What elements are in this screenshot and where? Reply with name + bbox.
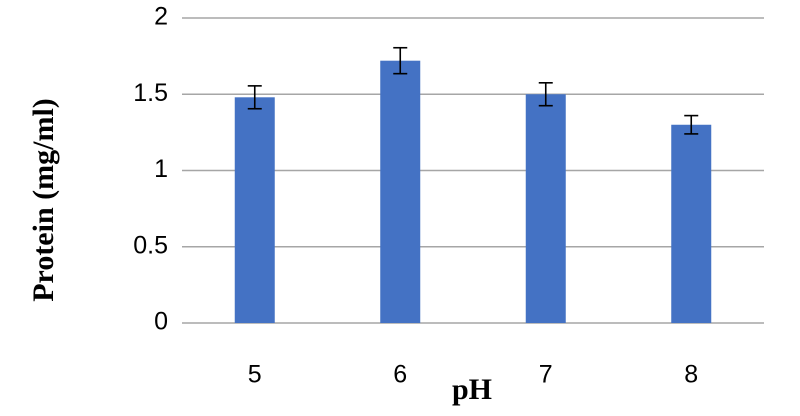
- y-tick-label: 1: [154, 155, 168, 183]
- bar: [671, 124, 712, 323]
- error-bar: [247, 85, 262, 110]
- x-tick-label: 6: [393, 361, 407, 389]
- error-bar: [393, 46, 408, 75]
- error-bar: [538, 82, 553, 107]
- y-tick-label: 1.5: [133, 79, 168, 107]
- error-bar: [684, 114, 699, 135]
- y-axis-title: Protein (mg/ml): [27, 98, 60, 302]
- x-axis-title: pH: [452, 373, 492, 406]
- y-tick-label: 0.5: [133, 231, 168, 259]
- x-tick-label: 8: [684, 361, 698, 389]
- x-tick-label: 5: [248, 361, 262, 389]
- y-tick-label: 2: [154, 3, 168, 31]
- bar: [234, 97, 275, 323]
- bar: [525, 94, 566, 323]
- y-tick-label: 0: [154, 308, 168, 336]
- bar: [380, 60, 421, 323]
- x-tick-label: 7: [539, 361, 553, 389]
